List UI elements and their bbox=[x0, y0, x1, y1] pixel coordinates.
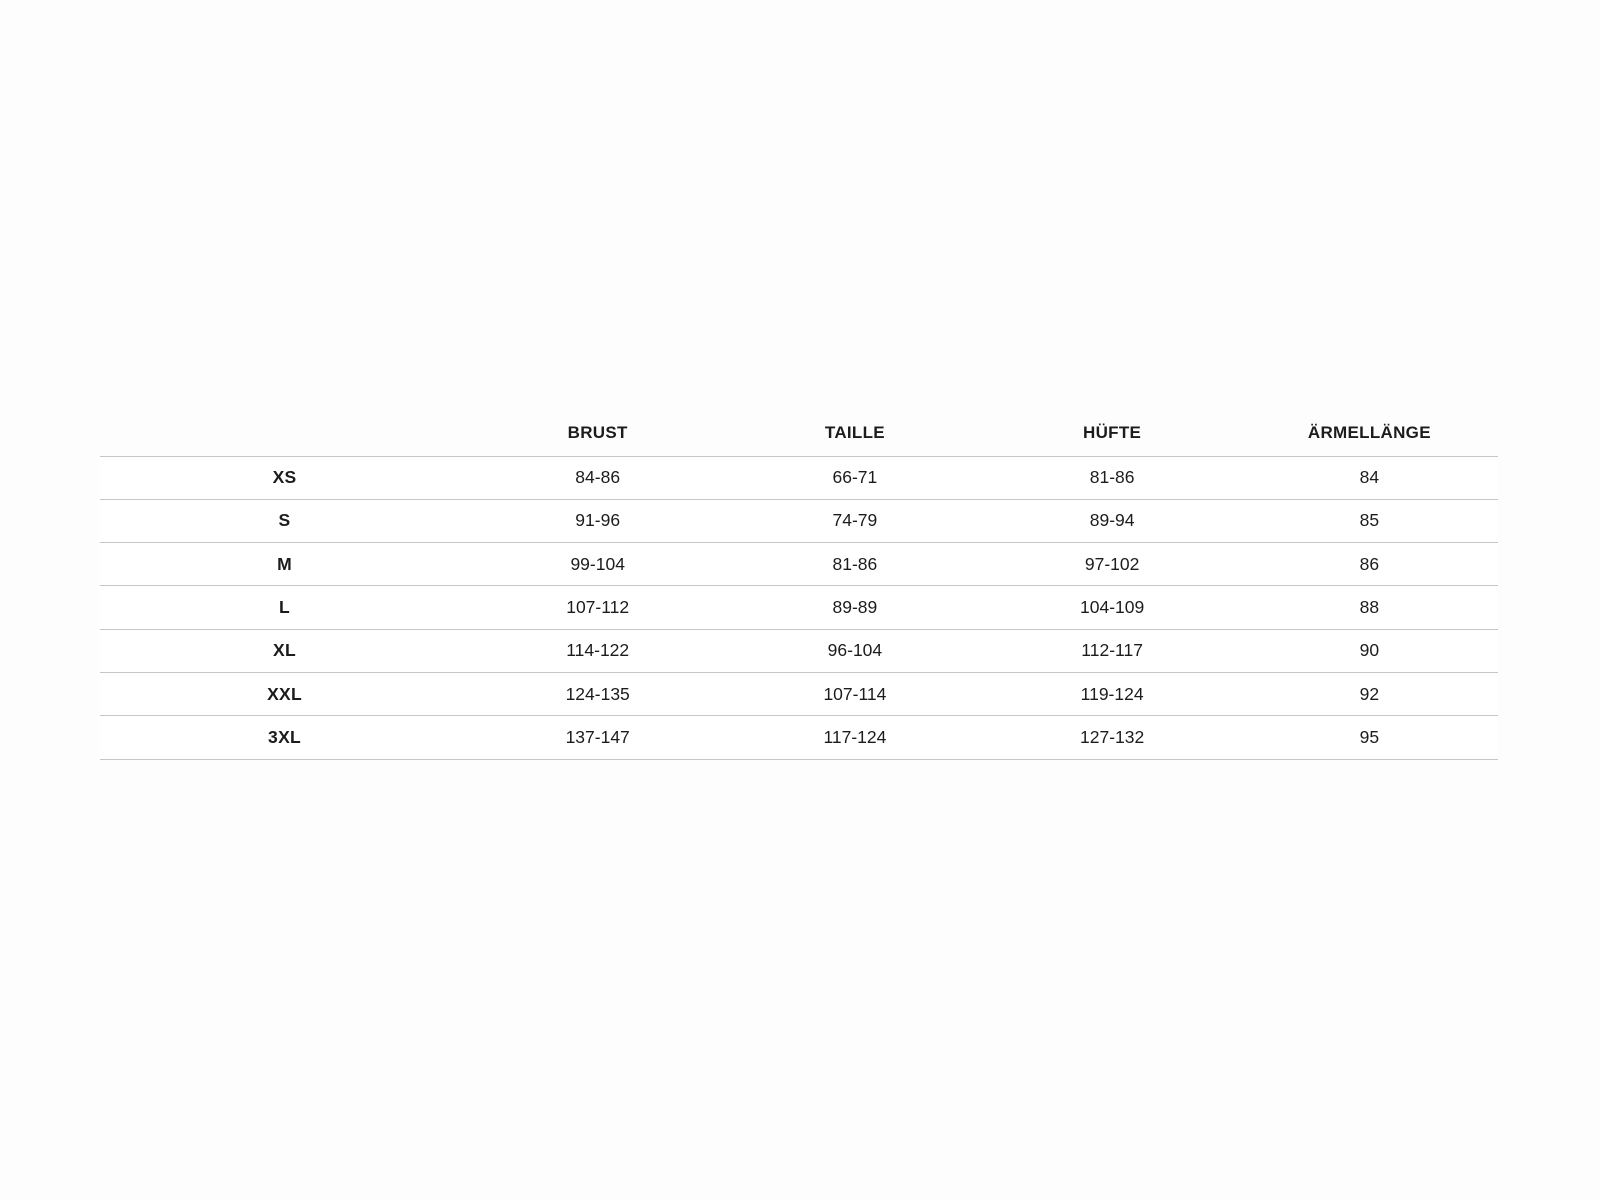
column-header-taille: TAILLE bbox=[824, 422, 885, 442]
size-label: XL bbox=[273, 640, 297, 661]
cell-aermellaenge: 85 bbox=[1359, 510, 1380, 531]
cell-huefte: 89-94 bbox=[1089, 510, 1135, 531]
cell-huefte: 81-86 bbox=[1089, 467, 1135, 488]
cell-taille: 107-114 bbox=[823, 683, 887, 704]
cell-brust: 107-112 bbox=[566, 597, 630, 618]
cell-brust: 114-122 bbox=[566, 640, 630, 661]
cell-aermellaenge: 92 bbox=[1359, 683, 1380, 704]
cell-taille: 74-79 bbox=[832, 510, 878, 531]
header-row: BRUST TAILLE HÜFTE ÄRMELLÄNGE bbox=[100, 410, 1498, 456]
table-row-xl: XL 114-122 96-104 112-117 90 bbox=[100, 629, 1498, 673]
cell-aermellaenge: 88 bbox=[1359, 597, 1380, 618]
cell-aermellaenge: 86 bbox=[1359, 553, 1380, 574]
cell-huefte: 97-102 bbox=[1084, 553, 1140, 574]
cell-brust: 84-86 bbox=[575, 467, 621, 488]
size-chart-table: BRUST TAILLE HÜFTE ÄRMELLÄNGE XS 84-86 6… bbox=[100, 410, 1498, 760]
cell-aermellaenge: 90 bbox=[1359, 640, 1380, 661]
cell-taille: 96-104 bbox=[827, 640, 883, 661]
size-label: 3XL bbox=[268, 726, 302, 747]
cell-taille: 89-89 bbox=[832, 597, 878, 618]
cell-taille: 81-86 bbox=[832, 553, 878, 574]
cell-brust: 137-147 bbox=[565, 726, 630, 747]
table-row-xxl: XXL 124-135 107-114 119-124 92 bbox=[100, 672, 1498, 716]
cell-aermellaenge: 84 bbox=[1359, 467, 1380, 488]
size-label: M bbox=[277, 553, 292, 574]
table-row-s: S 91-96 74-79 89-94 85 bbox=[100, 499, 1498, 543]
table-row-xs: XS 84-86 66-71 81-86 84 bbox=[100, 456, 1498, 500]
cell-brust: 91-96 bbox=[575, 510, 621, 531]
cell-huefte: 112-117 bbox=[1081, 640, 1143, 661]
column-header-size bbox=[100, 410, 469, 456]
cell-huefte: 104-109 bbox=[1080, 597, 1145, 618]
cell-aermellaenge: 95 bbox=[1359, 726, 1380, 747]
cell-taille: 66-71 bbox=[832, 467, 878, 488]
column-header-brust: BRUST bbox=[567, 422, 628, 442]
table-row-3xl: 3XL 137-147 117-124 127-132 95 bbox=[100, 715, 1498, 760]
size-label: L bbox=[279, 597, 291, 618]
cell-huefte: 119-124 bbox=[1080, 683, 1144, 704]
table-row-l: L 107-112 89-89 104-109 88 bbox=[100, 585, 1498, 630]
size-label: XS bbox=[272, 467, 297, 488]
column-header-huefte: HÜFTE bbox=[1083, 422, 1142, 442]
size-label: XXL bbox=[267, 683, 302, 704]
cell-brust: 99-104 bbox=[570, 553, 625, 574]
cell-brust: 124-135 bbox=[565, 683, 630, 704]
cell-taille: 117-124 bbox=[823, 726, 887, 747]
column-header-aermellaenge: ÄRMELLÄNGE bbox=[1307, 422, 1431, 442]
size-label: S bbox=[278, 510, 291, 531]
table-row-m: M 99-104 81-86 97-102 86 bbox=[100, 542, 1498, 586]
cell-huefte: 127-132 bbox=[1080, 726, 1145, 747]
